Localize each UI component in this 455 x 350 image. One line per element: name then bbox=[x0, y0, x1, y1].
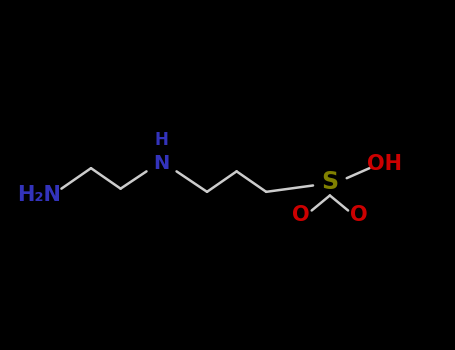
Text: H₂N: H₂N bbox=[17, 186, 61, 205]
Text: O: O bbox=[350, 205, 367, 225]
Text: N: N bbox=[153, 154, 170, 173]
Text: H: H bbox=[155, 131, 168, 148]
Text: O: O bbox=[293, 205, 310, 225]
Text: S: S bbox=[321, 170, 339, 194]
Text: OH: OH bbox=[367, 154, 402, 174]
